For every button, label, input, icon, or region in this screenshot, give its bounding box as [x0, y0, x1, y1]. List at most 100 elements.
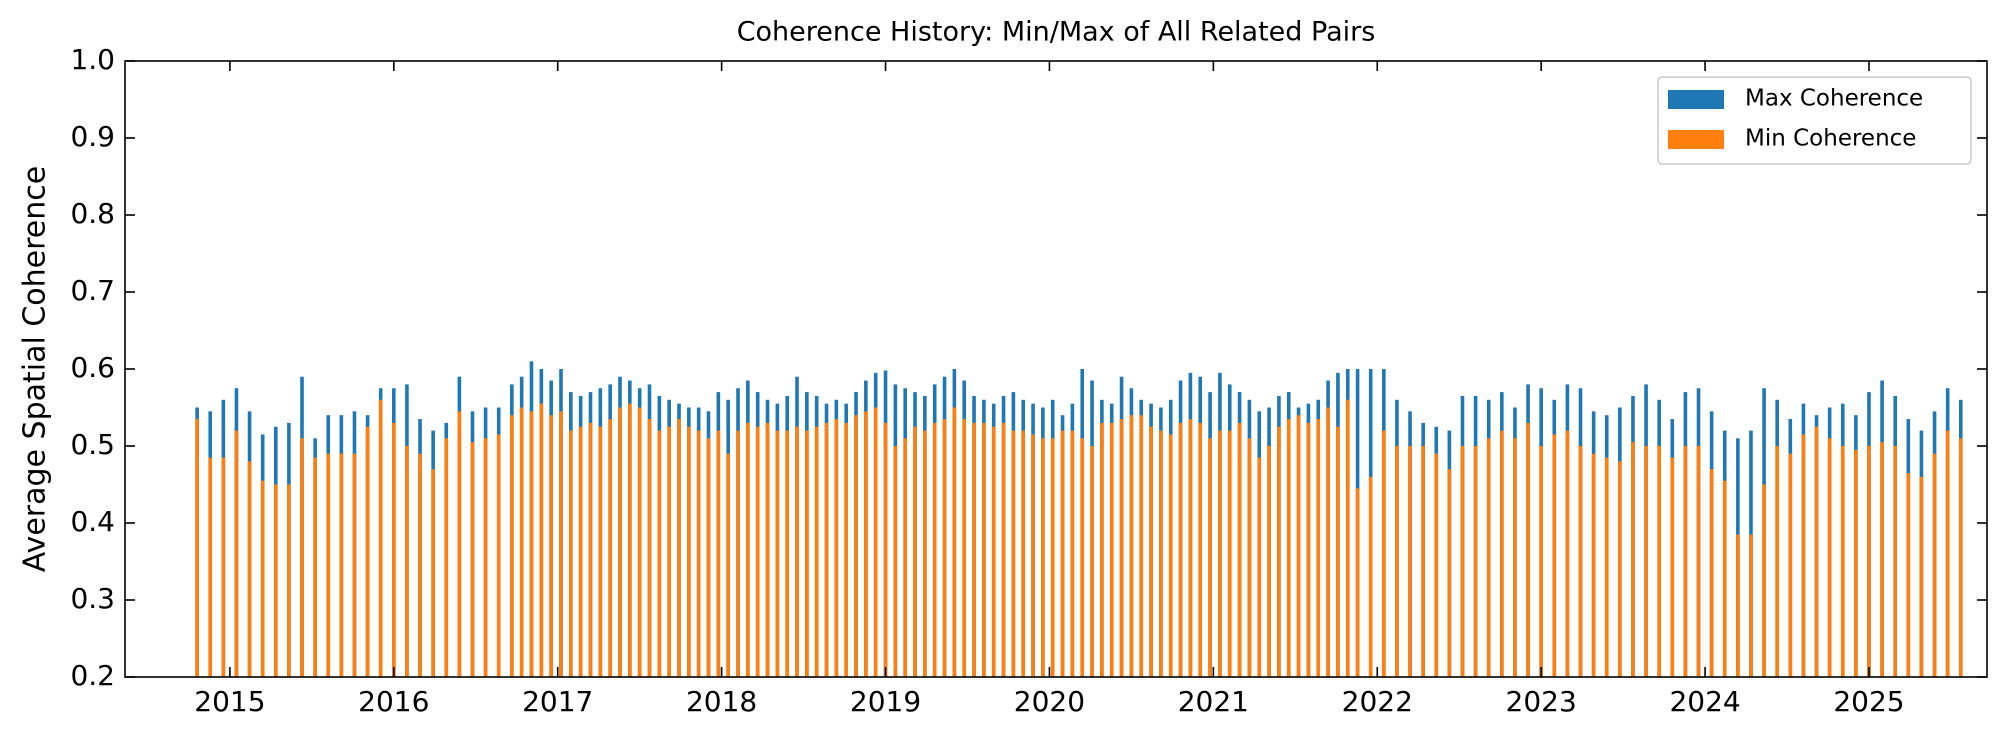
x-tick-label: 2024: [1669, 685, 1740, 718]
bar: [1247, 438, 1252, 677]
bar: [726, 453, 730, 677]
bar: [496, 434, 501, 677]
bar: [755, 426, 760, 677]
bar: [746, 422, 750, 677]
bar: [805, 430, 809, 677]
bar: [1178, 422, 1183, 677]
bar: [260, 480, 265, 677]
bar: [1408, 446, 1412, 677]
bar: [1473, 446, 1478, 677]
x-tick-label: 2021: [1178, 685, 1249, 718]
bar: [1336, 426, 1340, 677]
bar: [1368, 476, 1373, 677]
bar: [1591, 453, 1596, 677]
bar: [483, 438, 488, 677]
bar: [1168, 434, 1173, 677]
bar: [588, 422, 593, 677]
bar: [578, 426, 583, 677]
bar: [824, 422, 829, 677]
x-tick-label: 2023: [1506, 685, 1577, 718]
bar: [1618, 461, 1622, 677]
y-tick-label: 0.5: [70, 428, 115, 461]
bar: [1109, 422, 1114, 677]
bar: [1011, 430, 1016, 677]
bar: [1657, 446, 1661, 677]
bar: [844, 422, 848, 677]
x-tick-label: 2016: [358, 685, 429, 718]
bar: [1316, 419, 1321, 677]
bar: [431, 469, 435, 677]
bar: [1227, 430, 1232, 677]
bar: [247, 461, 252, 677]
x-tick-label: 2020: [1014, 685, 1085, 718]
legend: Max Coherence Min Coherence: [1657, 76, 1972, 165]
bar: [1814, 426, 1819, 677]
y-tick-label: 0.4: [70, 505, 115, 538]
bar: [1722, 480, 1727, 677]
bar: [392, 422, 396, 677]
bar: [1919, 476, 1924, 677]
bar: [1867, 446, 1871, 677]
bar: [457, 411, 462, 677]
bar: [1696, 446, 1701, 677]
bar: [696, 430, 701, 677]
bar: [1021, 430, 1026, 677]
legend-swatch: [1668, 90, 1724, 109]
bar: [1854, 449, 1858, 677]
bar: [628, 403, 632, 677]
bar: [1906, 472, 1911, 677]
bar: [1788, 453, 1793, 677]
bar: [1880, 442, 1884, 677]
bar: [657, 430, 662, 677]
bar: [1801, 434, 1806, 677]
bar: [559, 411, 563, 677]
bar: [1945, 430, 1950, 677]
bar: [952, 407, 957, 677]
bar: [418, 453, 422, 677]
y-tick-label: 0.3: [70, 582, 115, 615]
bar: [1031, 434, 1035, 677]
bar: [598, 426, 603, 677]
bar: [1565, 430, 1570, 677]
bar: [1286, 419, 1291, 677]
bar: [519, 407, 524, 677]
bar: [1257, 457, 1262, 677]
bar: [287, 484, 291, 677]
bar: [687, 426, 691, 677]
bar: [1355, 488, 1360, 677]
bar: [1100, 422, 1104, 677]
bar: [1736, 534, 1740, 677]
bar: [913, 426, 917, 677]
bar: [982, 422, 986, 677]
bar: [444, 438, 449, 677]
bar: [1578, 446, 1583, 677]
chart-title: Coherence History: Min/Max of All Relate…: [737, 17, 1376, 48]
bar: [618, 407, 622, 677]
bar: [1631, 442, 1635, 677]
bar: [1129, 415, 1134, 677]
bar: [1644, 446, 1648, 677]
bar: [1139, 415, 1144, 677]
bar: [300, 438, 304, 677]
bar: [352, 453, 357, 677]
bar: [873, 407, 878, 677]
bar: [883, 422, 888, 677]
legend-label: Max Coherence: [1745, 86, 1923, 112]
bar: [1932, 453, 1937, 677]
bar: [765, 422, 770, 677]
bar: [510, 415, 514, 677]
y-tick-label: 0.8: [70, 197, 115, 230]
bar: [208, 457, 213, 677]
bar: [716, 430, 721, 677]
x-tick-label: 2025: [1833, 685, 1904, 718]
bar: [775, 430, 780, 677]
y-tick-label: 0.7: [70, 274, 115, 307]
bar: [221, 457, 226, 677]
bar: [1683, 446, 1688, 677]
bar: [1382, 430, 1386, 677]
bar: [549, 415, 553, 677]
bar: [195, 419, 199, 677]
bar: [893, 446, 898, 677]
bar: [1090, 446, 1094, 677]
bar: [1050, 438, 1055, 677]
